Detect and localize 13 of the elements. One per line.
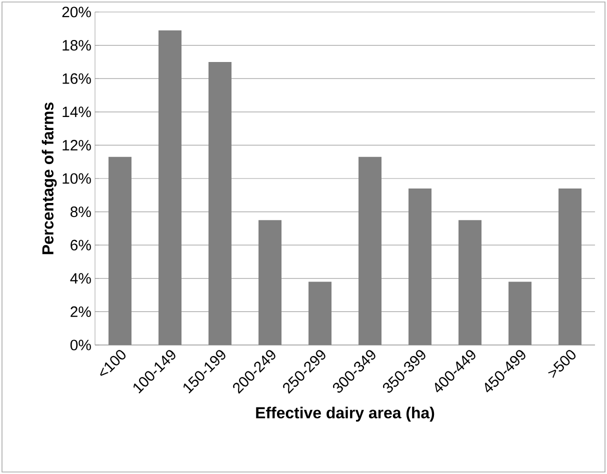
- y-tick-label: 16%: [62, 73, 91, 84]
- y-tick-label: 0%: [70, 340, 91, 350]
- y-tick-label: 20%: [62, 6, 91, 18]
- y-axis-title: Percentage of farms: [42, 102, 57, 254]
- y-tick-label: 14%: [62, 106, 91, 118]
- y-tick-label: 6%: [70, 240, 91, 250]
- y-tick-label: 12%: [62, 140, 91, 150]
- y-tick-label: 4%: [70, 273, 91, 284]
- y-tick-label: 18%: [62, 40, 91, 51]
- y-tick-label: 8%: [70, 206, 91, 218]
- y-tick-label: 10%: [62, 173, 91, 184]
- x-axis-title: Effective dairy area (ha): [256, 406, 434, 422]
- y-tick-label: 2%: [70, 306, 91, 317]
